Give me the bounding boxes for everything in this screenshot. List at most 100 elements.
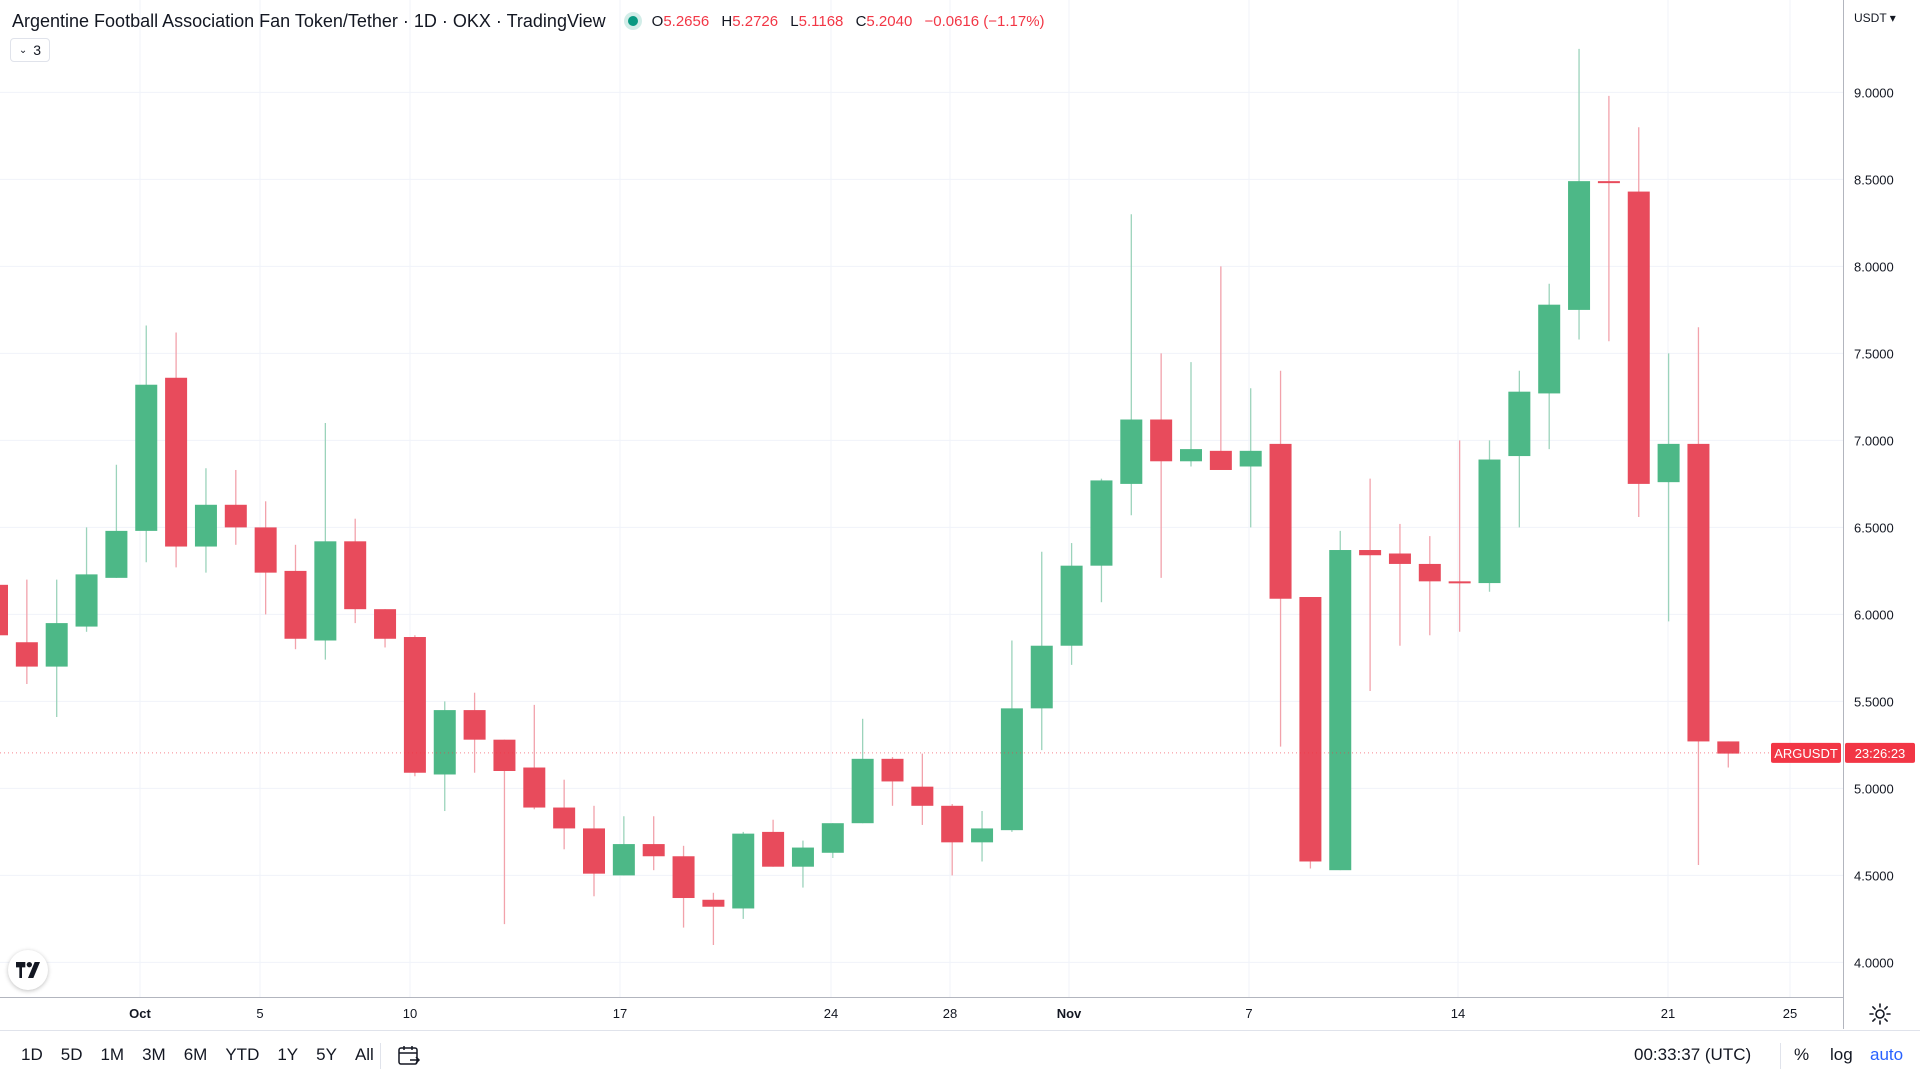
candle-body[interactable] <box>612 844 635 876</box>
candle-body[interactable] <box>1060 565 1083 646</box>
log-scale-toggle[interactable]: log <box>1830 1045 1853 1064</box>
candle[interactable] <box>1538 283 1561 450</box>
candle-body[interactable] <box>1388 553 1411 564</box>
range-button[interactable]: 5Y <box>316 1045 337 1064</box>
candle-body[interactable] <box>583 828 605 874</box>
candle-body[interactable] <box>672 856 695 899</box>
candle[interactable] <box>1030 551 1053 751</box>
candle-body[interactable] <box>1627 191 1650 484</box>
candle[interactable] <box>284 544 307 650</box>
candle-body[interactable] <box>463 710 486 740</box>
candle[interactable] <box>15 579 38 684</box>
candle[interactable] <box>1508 370 1531 528</box>
candle[interactable] <box>1448 440 1471 632</box>
candle[interactable] <box>1299 597 1322 869</box>
indicators-toggle-button[interactable]: ⌄ 3 <box>10 38 50 62</box>
range-button[interactable]: YTD <box>225 1045 260 1064</box>
candle[interactable] <box>105 464 128 578</box>
candle-body[interactable] <box>314 541 337 641</box>
candle-body[interactable] <box>344 541 367 610</box>
candle-body[interactable] <box>941 805 964 843</box>
candle-body[interactable] <box>254 527 277 573</box>
candle-body[interactable] <box>1030 645 1053 709</box>
range-button[interactable]: 1M <box>100 1045 125 1064</box>
candle[interactable] <box>762 819 785 867</box>
candle-body[interactable] <box>1299 597 1322 862</box>
candle-body[interactable] <box>1717 741 1740 754</box>
candle[interactable] <box>971 811 994 862</box>
candle[interactable] <box>224 469 247 545</box>
candle[interactable] <box>254 501 277 615</box>
candle-body[interactable] <box>851 758 874 824</box>
candle-body[interactable] <box>493 739 516 771</box>
candle[interactable] <box>374 609 397 648</box>
candle[interactable] <box>1150 353 1173 578</box>
price-axis[interactable]: 9.0000 8.5000 8.0000 7.5000 7.0000 6.5000 6.00… <box>0 0 1915 1029</box>
candle[interactable] <box>523 704 546 810</box>
symbol-badge[interactable]: ARGUSDT <box>1771 742 1841 763</box>
candle-body[interactable] <box>374 609 397 639</box>
candle-body[interactable] <box>1000 708 1023 831</box>
candle[interactable] <box>45 579 68 718</box>
candle-body[interactable] <box>971 828 994 843</box>
candle[interactable] <box>583 805 605 897</box>
candle[interactable] <box>75 527 98 632</box>
go-to-date-icon[interactable] <box>396 1043 422 1069</box>
candle-body[interactable] <box>0 584 8 636</box>
candle[interactable] <box>463 692 486 773</box>
candle[interactable] <box>1180 362 1202 467</box>
candle[interactable] <box>1090 478 1113 603</box>
currency-label[interactable]: USDT ▾ <box>1854 11 1896 25</box>
candle[interactable] <box>194 468 217 573</box>
candle[interactable] <box>1418 536 1441 636</box>
countdown-badge[interactable]: 23:26:23 <box>1845 742 1915 763</box>
candle[interactable] <box>702 892 725 945</box>
candle-body[interactable] <box>881 758 904 782</box>
range-button[interactable]: 3M <box>142 1045 166 1064</box>
candle-body[interactable] <box>1209 450 1232 470</box>
candle-body[interactable] <box>642 844 665 857</box>
candle-body[interactable] <box>15 642 38 667</box>
candle[interactable] <box>851 718 874 824</box>
candle[interactable] <box>553 779 576 850</box>
utc-clock[interactable]: 00:33:37 (UTC) <box>1634 1045 1752 1064</box>
candle[interactable] <box>1239 388 1262 528</box>
candle[interactable] <box>881 757 904 806</box>
candle-body[interactable] <box>911 786 934 806</box>
candle-body[interactable] <box>165 377 188 547</box>
candle-body[interactable] <box>194 504 217 547</box>
candle-body[interactable] <box>105 530 128 578</box>
candle-body[interactable] <box>1120 419 1143 484</box>
candle[interactable] <box>314 423 337 660</box>
candle[interactable] <box>791 840 814 888</box>
candle-body[interactable] <box>403 637 426 773</box>
candle[interactable] <box>1687 327 1710 865</box>
candle-body[interactable] <box>1239 450 1262 467</box>
range-button[interactable]: 1D <box>21 1045 43 1064</box>
candle-body[interactable] <box>284 570 307 639</box>
candle[interactable] <box>1329 530 1352 871</box>
candle-body[interactable] <box>553 807 576 829</box>
candle-body[interactable] <box>1538 304 1561 394</box>
candle[interactable] <box>1627 127 1650 517</box>
candle-body[interactable] <box>1687 443 1710 742</box>
range-button[interactable]: 6M <box>183 1045 208 1064</box>
candle[interactable] <box>672 845 695 928</box>
candle-body[interactable] <box>1180 449 1202 462</box>
candle[interactable] <box>1120 214 1143 516</box>
candle-body[interactable] <box>1090 480 1113 566</box>
candle[interactable] <box>1388 523 1411 646</box>
candle[interactable] <box>732 831 755 919</box>
candle-body[interactable] <box>523 767 546 808</box>
candle-body[interactable] <box>1150 419 1173 462</box>
candle-body[interactable] <box>1657 443 1680 483</box>
candle-body[interactable] <box>821 823 844 853</box>
candle[interactable] <box>1060 543 1083 665</box>
candle[interactable] <box>642 816 665 871</box>
candle[interactable] <box>1568 48 1591 340</box>
candle-body[interactable] <box>1418 563 1441 582</box>
candle-body[interactable] <box>433 710 456 775</box>
candle[interactable] <box>1478 440 1501 592</box>
candle-body[interactable] <box>1329 550 1352 871</box>
tradingview-logo-icon[interactable] <box>8 950 48 990</box>
